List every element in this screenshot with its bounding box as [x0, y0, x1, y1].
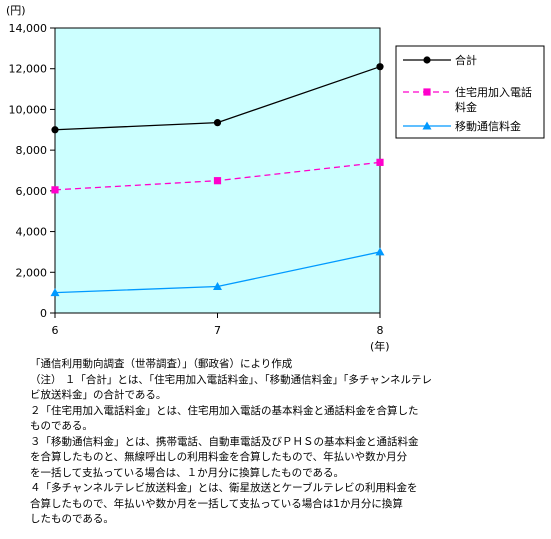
data-point — [376, 158, 384, 166]
footnote-line: ビ放送料金」の合計である。 — [30, 389, 167, 401]
footnote-line: を合算したものと、無線呼出しの利用料金を合算したもので、年払いや数か月分 — [30, 451, 408, 463]
source-note: 「通信利用動向調査（世帯調査）」（郵政省）により作成 — [30, 358, 293, 370]
legend-label: 住宅用加入電話 — [455, 85, 532, 99]
x-unit-label: (年) — [370, 339, 390, 353]
data-point — [375, 247, 385, 256]
legend-label: 合計 — [455, 53, 477, 67]
legend-box — [395, 45, 545, 139]
data-point — [50, 288, 60, 297]
series-2 — [51, 158, 384, 194]
y-tick-label: 14,000 — [9, 22, 48, 35]
data-point — [213, 177, 222, 185]
legend-swatch-marker — [423, 88, 431, 96]
plot-area — [54, 27, 381, 314]
y-tick-label: 2,000 — [16, 266, 48, 279]
x-axis: 6 7 8 — [52, 313, 384, 337]
y-axis: 0 2,000 4,000 6,000 8,000 10,000 12,000 14,000 — [9, 22, 55, 320]
data-point — [51, 126, 59, 134]
y-tick-label: 4,000 — [16, 226, 48, 239]
footnote-line: したものである。 — [30, 513, 114, 525]
legend-swatch-marker — [423, 56, 431, 64]
y-unit-label: (円) — [6, 4, 26, 17]
footnote-line: ２「住宅用加入電話料金」とは、住宅用加入電話の基本料金と通話料金を合算した — [30, 404, 419, 417]
legend-label: 料金 — [455, 100, 477, 114]
x-tick-label: 7 — [214, 324, 221, 337]
series-1 — [51, 63, 384, 134]
footnote-line: 合算したもので、年払いや数か月を一括して支払っている場合は1か月分に換算 — [30, 497, 403, 510]
data-point — [213, 282, 222, 291]
footnote-line: ものである。 — [30, 420, 93, 432]
footnotes: （注） １「合計」とは、「住宅用加入電話料金」、「移動通信料金」「多チャンネルテ… — [30, 373, 545, 528]
x-tick-label: 6 — [52, 324, 59, 337]
y-tick-label: 6,000 — [16, 185, 48, 198]
data-point — [213, 119, 222, 127]
series-layer — [50, 63, 385, 297]
x-tick-label: 8 — [377, 324, 384, 337]
legend-swatch-marker — [422, 121, 432, 130]
legend-label: 移動通信料金 — [455, 119, 521, 133]
y-tick-label: 12,000 — [9, 63, 48, 76]
line-chart: (円) (年) 0 2,000 4,000 6,000 8,000 10,000 12,00… — [6, 4, 545, 353]
footnote-line: ３「移動通信料金」とは、携帯電話、自動車電話及びＰＨＳの基本料金と通話料金 — [30, 435, 419, 448]
y-tick-label: 10,000 — [9, 103, 48, 116]
y-tick-label: 0 — [40, 307, 47, 320]
notes-block: 「通信利用動向調査（世帯調査）」（郵政省）により作成 （注） １「合計」とは、「… — [30, 357, 545, 528]
data-point — [51, 186, 59, 194]
footnote-line: を一括して支払っている場合は、１か月分に換算したものである。 — [30, 466, 345, 479]
footnote-line: ４「多チャンネルテレビ放送料金」とは、衛星放送とケーブルテレビの利用料金を — [30, 482, 418, 494]
data-point — [376, 63, 384, 71]
series-3 — [50, 247, 385, 297]
y-tick-label: 8,000 — [16, 144, 48, 157]
footnote-line: （注） １「合計」とは、「住宅用加入電話料金」、「移動通信料金」「多チャンネルテ… — [30, 373, 433, 386]
